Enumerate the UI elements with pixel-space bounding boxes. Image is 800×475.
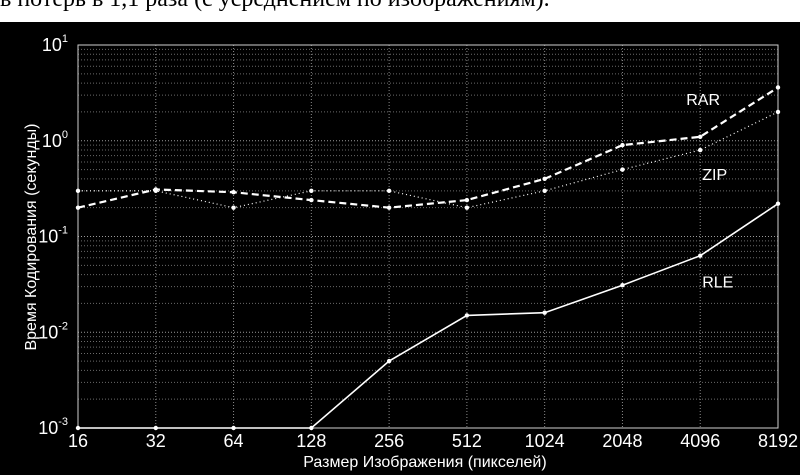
data-point-rar bbox=[386, 205, 392, 210]
data-point-rle bbox=[542, 310, 547, 315]
data-point-zip bbox=[698, 147, 703, 153]
x-tick-label: 256 bbox=[374, 431, 404, 451]
data-point-zip bbox=[309, 188, 314, 194]
data-point-rar bbox=[542, 176, 547, 182]
data-point-zip bbox=[75, 188, 81, 194]
data-point-rle bbox=[464, 313, 470, 318]
y-axis-label: Время Кодирования (секунды) bbox=[23, 123, 40, 350]
y-tick-label: 101 bbox=[42, 33, 68, 55]
data-point-rle bbox=[309, 425, 314, 431]
x-axis-label: Размер Изображения (пикселей) bbox=[303, 454, 546, 471]
x-tick-label: 128 bbox=[296, 431, 326, 451]
x-tick-labels: 16 32 64 128 256 512 1024 2048 4096 8192 bbox=[68, 431, 798, 451]
data-point-zip bbox=[153, 188, 158, 194]
data-point-rar bbox=[231, 190, 236, 195]
series-markers bbox=[75, 85, 781, 431]
y-tick-label: 10-2 bbox=[38, 320, 68, 342]
data-point-zip bbox=[775, 109, 781, 115]
y-tick-label: 100 bbox=[42, 129, 68, 151]
x-tick-label: 64 bbox=[224, 431, 244, 451]
caption-text: в потерь в 1,1 раза (с усреднением по из… bbox=[0, 0, 800, 16]
grid bbox=[77, 45, 779, 429]
x-tick-label: 512 bbox=[452, 431, 482, 451]
data-point-rar bbox=[464, 197, 470, 203]
series-line-zip bbox=[78, 111, 779, 209]
data-point-rle bbox=[153, 425, 158, 431]
plot-border bbox=[77, 44, 779, 429]
data-point-rar bbox=[775, 85, 781, 90]
data-point-rle bbox=[775, 201, 781, 206]
series-line-rar bbox=[77, 86, 779, 209]
series-label-zip: ZIP bbox=[702, 167, 727, 184]
series-line-rle bbox=[78, 203, 779, 429]
data-point-rle bbox=[386, 358, 392, 364]
data-point-rle bbox=[620, 283, 625, 288]
x-tick-label: 4096 bbox=[680, 431, 720, 451]
series-labels: RAR ZIP RLE bbox=[686, 92, 733, 292]
series-label-rle: RLE bbox=[702, 275, 733, 292]
data-point-zip bbox=[464, 205, 470, 210]
data-point-zip bbox=[231, 205, 236, 210]
data-point-rar bbox=[698, 134, 703, 139]
x-tick-label: 16 bbox=[68, 431, 88, 451]
series-lines bbox=[77, 86, 779, 429]
chart: 101 100 10-1 10-2 10-3 16 32 64 128 256 512 1024 20… bbox=[0, 22, 800, 475]
y-tick-labels: 101 100 10-1 10-2 10-3 bbox=[38, 33, 68, 438]
x-tick-label: 32 bbox=[146, 431, 166, 451]
chart-svg: 101 100 10-1 10-2 10-3 16 32 64 128 256 512 1024 20… bbox=[23, 33, 798, 471]
plot-frame bbox=[77, 44, 779, 429]
data-point-rle bbox=[698, 253, 703, 258]
data-point-rar bbox=[620, 142, 625, 148]
data-point-rle bbox=[75, 425, 81, 431]
data-point-rle bbox=[231, 425, 236, 431]
x-tick-label: 2048 bbox=[602, 431, 642, 451]
x-tick-label: 1024 bbox=[525, 431, 565, 451]
data-point-zip bbox=[620, 167, 625, 172]
y-tick-label: 10-3 bbox=[38, 416, 68, 438]
data-point-rar bbox=[75, 205, 81, 210]
y-tick-label: 10-1 bbox=[38, 225, 68, 247]
data-point-zip bbox=[542, 188, 547, 194]
data-point-rar bbox=[309, 197, 314, 203]
x-tick-label: 8192 bbox=[758, 431, 798, 451]
data-point-zip bbox=[386, 188, 392, 194]
series-label-rar: RAR bbox=[686, 92, 720, 109]
